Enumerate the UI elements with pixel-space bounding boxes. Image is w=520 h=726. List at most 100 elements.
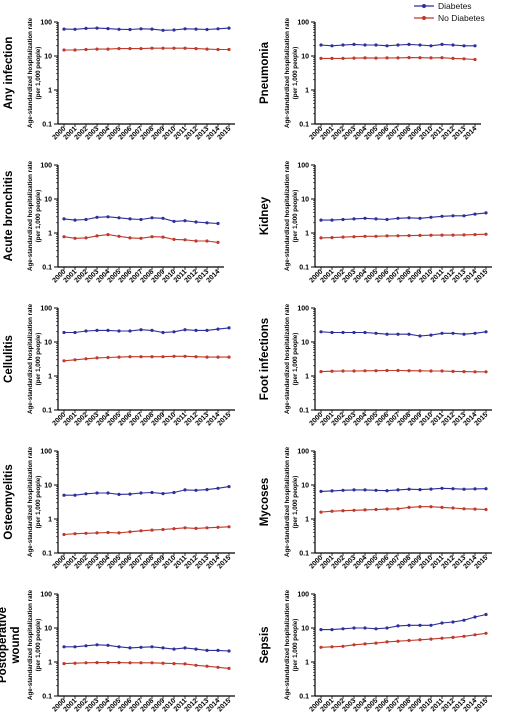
y-tick-label: 10	[301, 483, 309, 490]
data-point-no-diabetes	[363, 642, 367, 646]
x-tick-label: 2015	[473, 411, 489, 427]
data-point-diabetes	[319, 218, 323, 222]
data-point-no-diabetes	[139, 236, 143, 240]
legend-label-diabetes: Diabetes	[438, 1, 472, 11]
data-point-no-diabetes	[374, 56, 378, 60]
data-point-diabetes	[473, 44, 477, 48]
data-point-diabetes	[194, 220, 198, 224]
data-point-diabetes	[227, 485, 231, 489]
y-axis-label: Age-standardized hospitalization rate(pe…	[284, 589, 299, 700]
data-point-diabetes	[183, 488, 187, 492]
data-point-diabetes	[106, 215, 110, 219]
y-tick-label: 1	[305, 660, 309, 667]
panel-title-line: wound	[10, 626, 22, 664]
data-point-no-diabetes	[106, 47, 110, 51]
data-point-no-diabetes	[330, 645, 334, 649]
data-point-diabetes	[363, 330, 367, 335]
data-point-diabetes	[216, 327, 220, 331]
data-point-diabetes	[128, 329, 132, 333]
data-point-no-diabetes	[451, 369, 455, 373]
data-point-no-diabetes	[128, 530, 132, 534]
data-point-no-diabetes	[205, 664, 209, 668]
data-point-no-diabetes	[429, 233, 433, 237]
y-axis-label-line: Age-standardized hospitalization rate	[284, 446, 291, 557]
y-axis-label-line: Age-standardized hospitalization rate	[27, 589, 34, 700]
y-tick-label: 10	[44, 197, 52, 204]
y-tick-label: 10	[301, 340, 309, 347]
data-point-no-diabetes	[161, 527, 165, 532]
y-axis-label-line: (per 1,000 people)	[292, 476, 299, 529]
data-point-no-diabetes	[341, 509, 345, 513]
y-axis-label-line: Age-standardized hospitalization rate	[284, 17, 291, 128]
legend: Diabetes No Diabetes	[414, 0, 512, 24]
panel-postoperative-wound: Postoperativewound Age-standardized hospi…	[0, 589, 235, 713]
panel-title-line: Osteomyelitis	[3, 464, 15, 539]
data-point-no-diabetes	[462, 57, 466, 61]
y-axis-label-line: Age-standardized hospitalization rate	[27, 303, 34, 414]
data-point-no-diabetes	[418, 233, 422, 237]
y-tick-label: 100	[297, 592, 309, 599]
data-point-no-diabetes	[407, 505, 411, 509]
data-point-no-diabetes	[106, 355, 110, 360]
data-point-diabetes	[352, 42, 356, 47]
data-point-diabetes	[374, 331, 378, 335]
data-point-no-diabetes	[139, 47, 143, 51]
data-point-no-diabetes	[385, 56, 389, 60]
data-point-diabetes	[95, 491, 99, 495]
data-point-no-diabetes	[161, 355, 165, 359]
data-point-diabetes	[451, 487, 455, 491]
panel-title-line: Any infection	[3, 37, 15, 110]
data-point-no-diabetes	[73, 532, 77, 536]
data-point-no-diabetes	[319, 645, 323, 649]
panel-title-line: Sepsis	[259, 626, 271, 663]
data-point-no-diabetes	[352, 235, 356, 239]
data-point-diabetes	[462, 618, 466, 622]
data-point-no-diabetes	[84, 661, 88, 665]
data-point-diabetes	[418, 43, 422, 47]
data-point-diabetes	[462, 487, 466, 491]
data-point-diabetes	[161, 492, 165, 496]
data-point-no-diabetes	[139, 529, 143, 533]
data-point-no-diabetes	[73, 661, 77, 665]
data-point-diabetes	[183, 219, 187, 223]
y-tick-label: 1	[305, 88, 309, 95]
data-point-diabetes	[84, 492, 88, 496]
data-point-diabetes	[62, 330, 66, 335]
data-point-diabetes	[418, 216, 422, 220]
data-point-diabetes	[194, 328, 198, 332]
data-point-no-diabetes	[161, 661, 165, 665]
y-axis-label: Age-standardized hospitalization rate(pe…	[284, 17, 299, 128]
data-point-no-diabetes	[73, 48, 77, 52]
data-point-no-diabetes	[117, 531, 121, 535]
data-point-diabetes	[440, 214, 444, 218]
data-point-no-diabetes	[62, 662, 66, 666]
panel-acute-bronchitis: Acute bronchitis Age-standardized hospita…	[3, 160, 224, 284]
data-point-no-diabetes	[194, 526, 198, 531]
data-point-diabetes	[161, 330, 165, 335]
data-point-no-diabetes	[95, 234, 99, 238]
data-point-diabetes	[150, 27, 154, 31]
panel-title-line: Kidney	[259, 196, 271, 235]
data-point-diabetes	[429, 44, 433, 48]
data-point-diabetes	[161, 216, 165, 220]
data-point-no-diabetes	[205, 47, 209, 51]
data-point-diabetes	[451, 43, 455, 47]
data-point-no-diabetes	[183, 46, 187, 50]
data-point-diabetes	[73, 645, 77, 649]
data-point-no-diabetes	[429, 505, 433, 509]
data-point-no-diabetes	[473, 633, 477, 637]
series-line-diabetes	[321, 613, 487, 631]
data-point-no-diabetes	[106, 661, 110, 665]
data-point-diabetes	[139, 217, 143, 222]
data-point-diabetes	[330, 628, 334, 632]
data-point-diabetes	[484, 612, 488, 617]
data-point-diabetes	[396, 43, 400, 47]
data-point-no-diabetes	[418, 56, 422, 60]
data-point-no-diabetes	[95, 661, 99, 665]
series-line-no-diabetes	[320, 632, 487, 648]
y-tick-label: 10	[44, 626, 52, 633]
data-point-diabetes	[62, 217, 66, 221]
data-point-no-diabetes	[396, 368, 400, 373]
x-tick-label: 2015	[216, 125, 232, 141]
y-tick-label: 0.1	[299, 122, 309, 129]
